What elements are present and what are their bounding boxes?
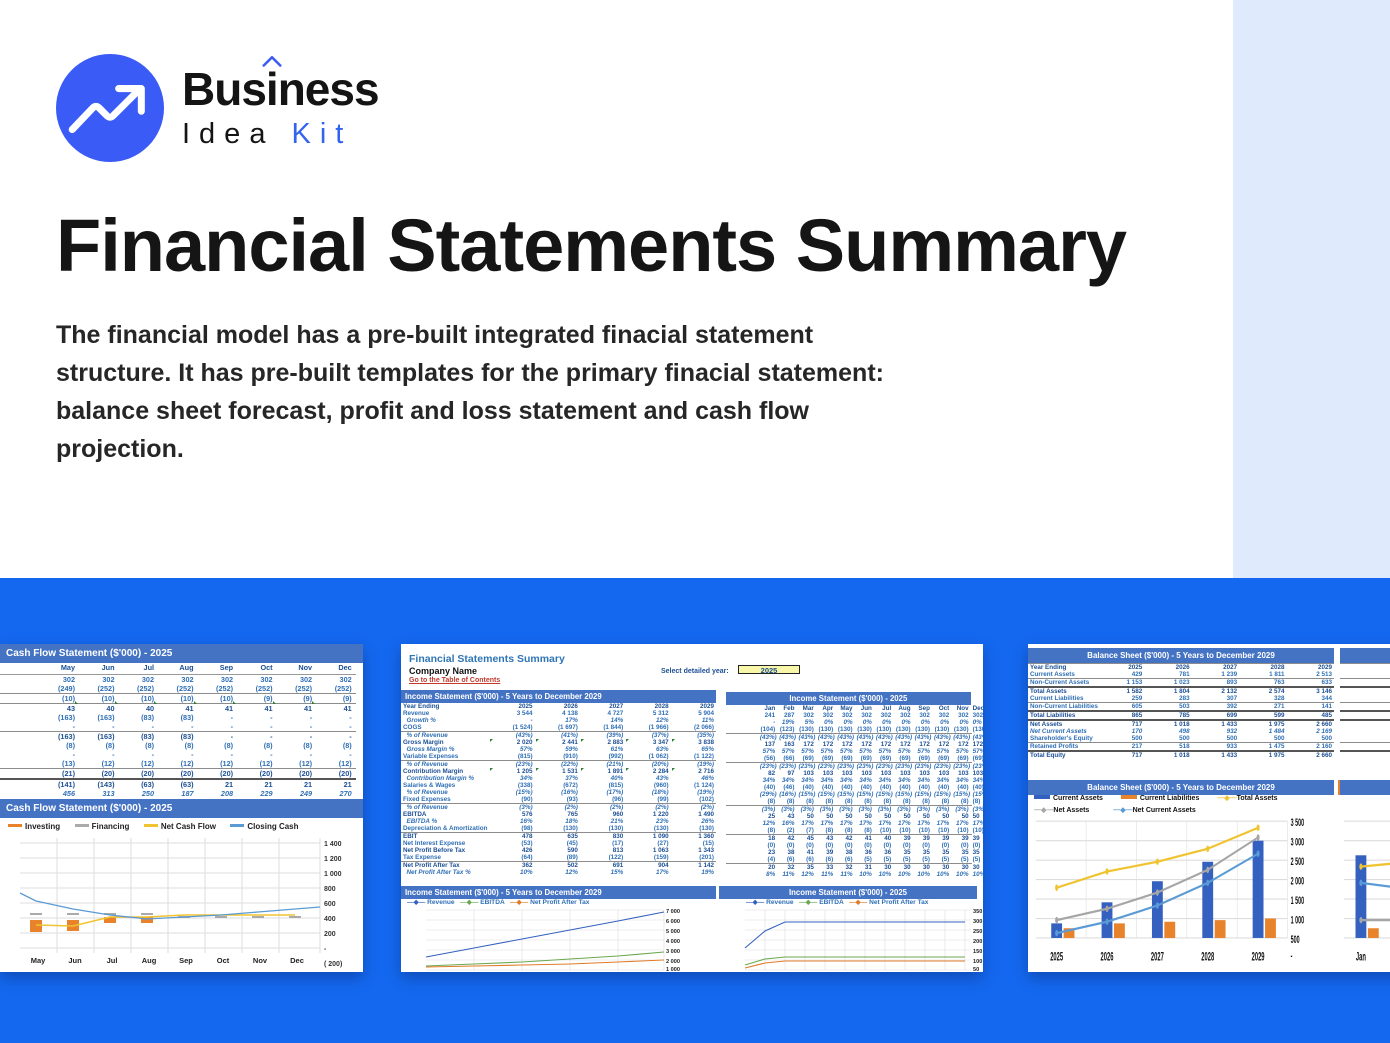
svg-text:-: - — [1291, 949, 1293, 962]
svg-text:350: 350 — [973, 909, 982, 915]
svg-text:Nov: Nov — [253, 956, 268, 965]
svg-text:-: - — [324, 946, 327, 953]
svg-text:200: 200 — [973, 939, 982, 945]
svg-text:( 200): ( 200) — [324, 961, 342, 968]
svg-text:Jan: Jan — [1356, 950, 1366, 964]
svg-text:2 000: 2 000 — [666, 959, 680, 965]
svg-text:Sep: Sep — [179, 956, 193, 965]
svg-text:2 000: 2 000 — [1291, 874, 1305, 887]
svg-text:2 500: 2 500 — [1291, 855, 1305, 868]
svg-text:1 500: 1 500 — [1291, 894, 1305, 907]
svg-text:100: 100 — [973, 959, 982, 965]
svg-text:500: 500 — [1291, 933, 1300, 946]
svg-text:4 000: 4 000 — [666, 939, 680, 945]
svg-text:May: May — [31, 956, 46, 965]
svg-text:2027: 2027 — [1151, 950, 1164, 964]
svg-text:Jul: Jul — [107, 956, 118, 965]
svg-text:7 000: 7 000 — [666, 909, 680, 915]
svg-text:3 500: 3 500 — [1291, 818, 1305, 829]
svg-text:1 000: 1 000 — [666, 967, 680, 972]
svg-text:600: 600 — [324, 901, 336, 908]
svg-text:300: 300 — [973, 919, 982, 925]
svg-text:150: 150 — [973, 949, 982, 955]
svg-text:3 000: 3 000 — [1291, 835, 1305, 848]
svg-text:5 000: 5 000 — [666, 929, 680, 935]
svg-text:2028: 2028 — [1201, 950, 1214, 964]
svg-text:6 000: 6 000 — [666, 919, 680, 925]
svg-text:1 400: 1 400 — [324, 841, 342, 848]
svg-text:200: 200 — [324, 931, 336, 938]
svg-text:800: 800 — [324, 886, 336, 893]
svg-text:1 000: 1 000 — [1291, 913, 1305, 926]
svg-text:400: 400 — [324, 916, 336, 923]
svg-text:Jun: Jun — [68, 956, 82, 965]
svg-text:3 000: 3 000 — [666, 949, 680, 955]
svg-text:1 200: 1 200 — [324, 856, 342, 863]
svg-text:2026: 2026 — [1101, 950, 1114, 964]
svg-text:1 000: 1 000 — [324, 871, 342, 878]
svg-text:50: 50 — [973, 967, 979, 972]
svg-text:Aug: Aug — [142, 956, 157, 965]
svg-text:Dec: Dec — [290, 956, 304, 965]
svg-text:2029: 2029 — [1252, 950, 1265, 964]
svg-text:250: 250 — [973, 929, 982, 935]
svg-text:Oct: Oct — [217, 956, 230, 965]
svg-text:2025: 2025 — [1050, 950, 1063, 964]
